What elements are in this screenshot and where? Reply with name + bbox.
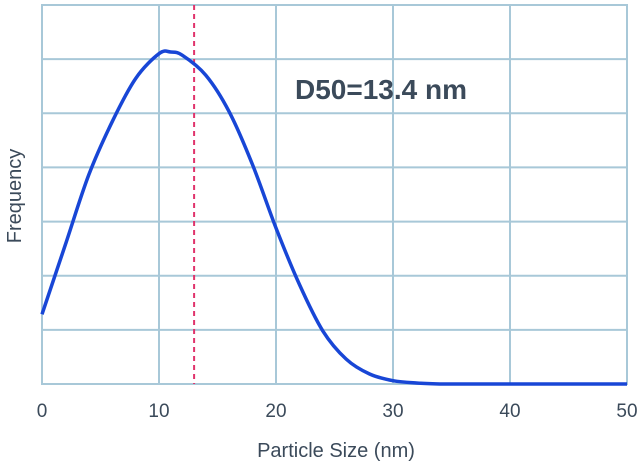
x-tick-label: 0 <box>37 401 48 422</box>
frequency-curve <box>40 49 627 386</box>
x-tick-label: 20 <box>265 401 286 422</box>
x-tick-label: 40 <box>499 401 520 422</box>
x-tick-label: 10 <box>148 401 169 422</box>
x-tick-labels: 0 10 20 30 40 50 <box>37 401 638 422</box>
y-axis-title: Frequency <box>4 149 26 244</box>
x-axis-title: Particle Size (nm) <box>257 440 415 462</box>
d50-annotation: D50=13.4 nm <box>295 74 467 105</box>
x-tick-label: 30 <box>382 401 403 422</box>
grid <box>41 4 628 385</box>
x-tick-label: 50 <box>616 401 637 422</box>
plot-frame <box>41 4 628 385</box>
series-group <box>40 49 627 386</box>
